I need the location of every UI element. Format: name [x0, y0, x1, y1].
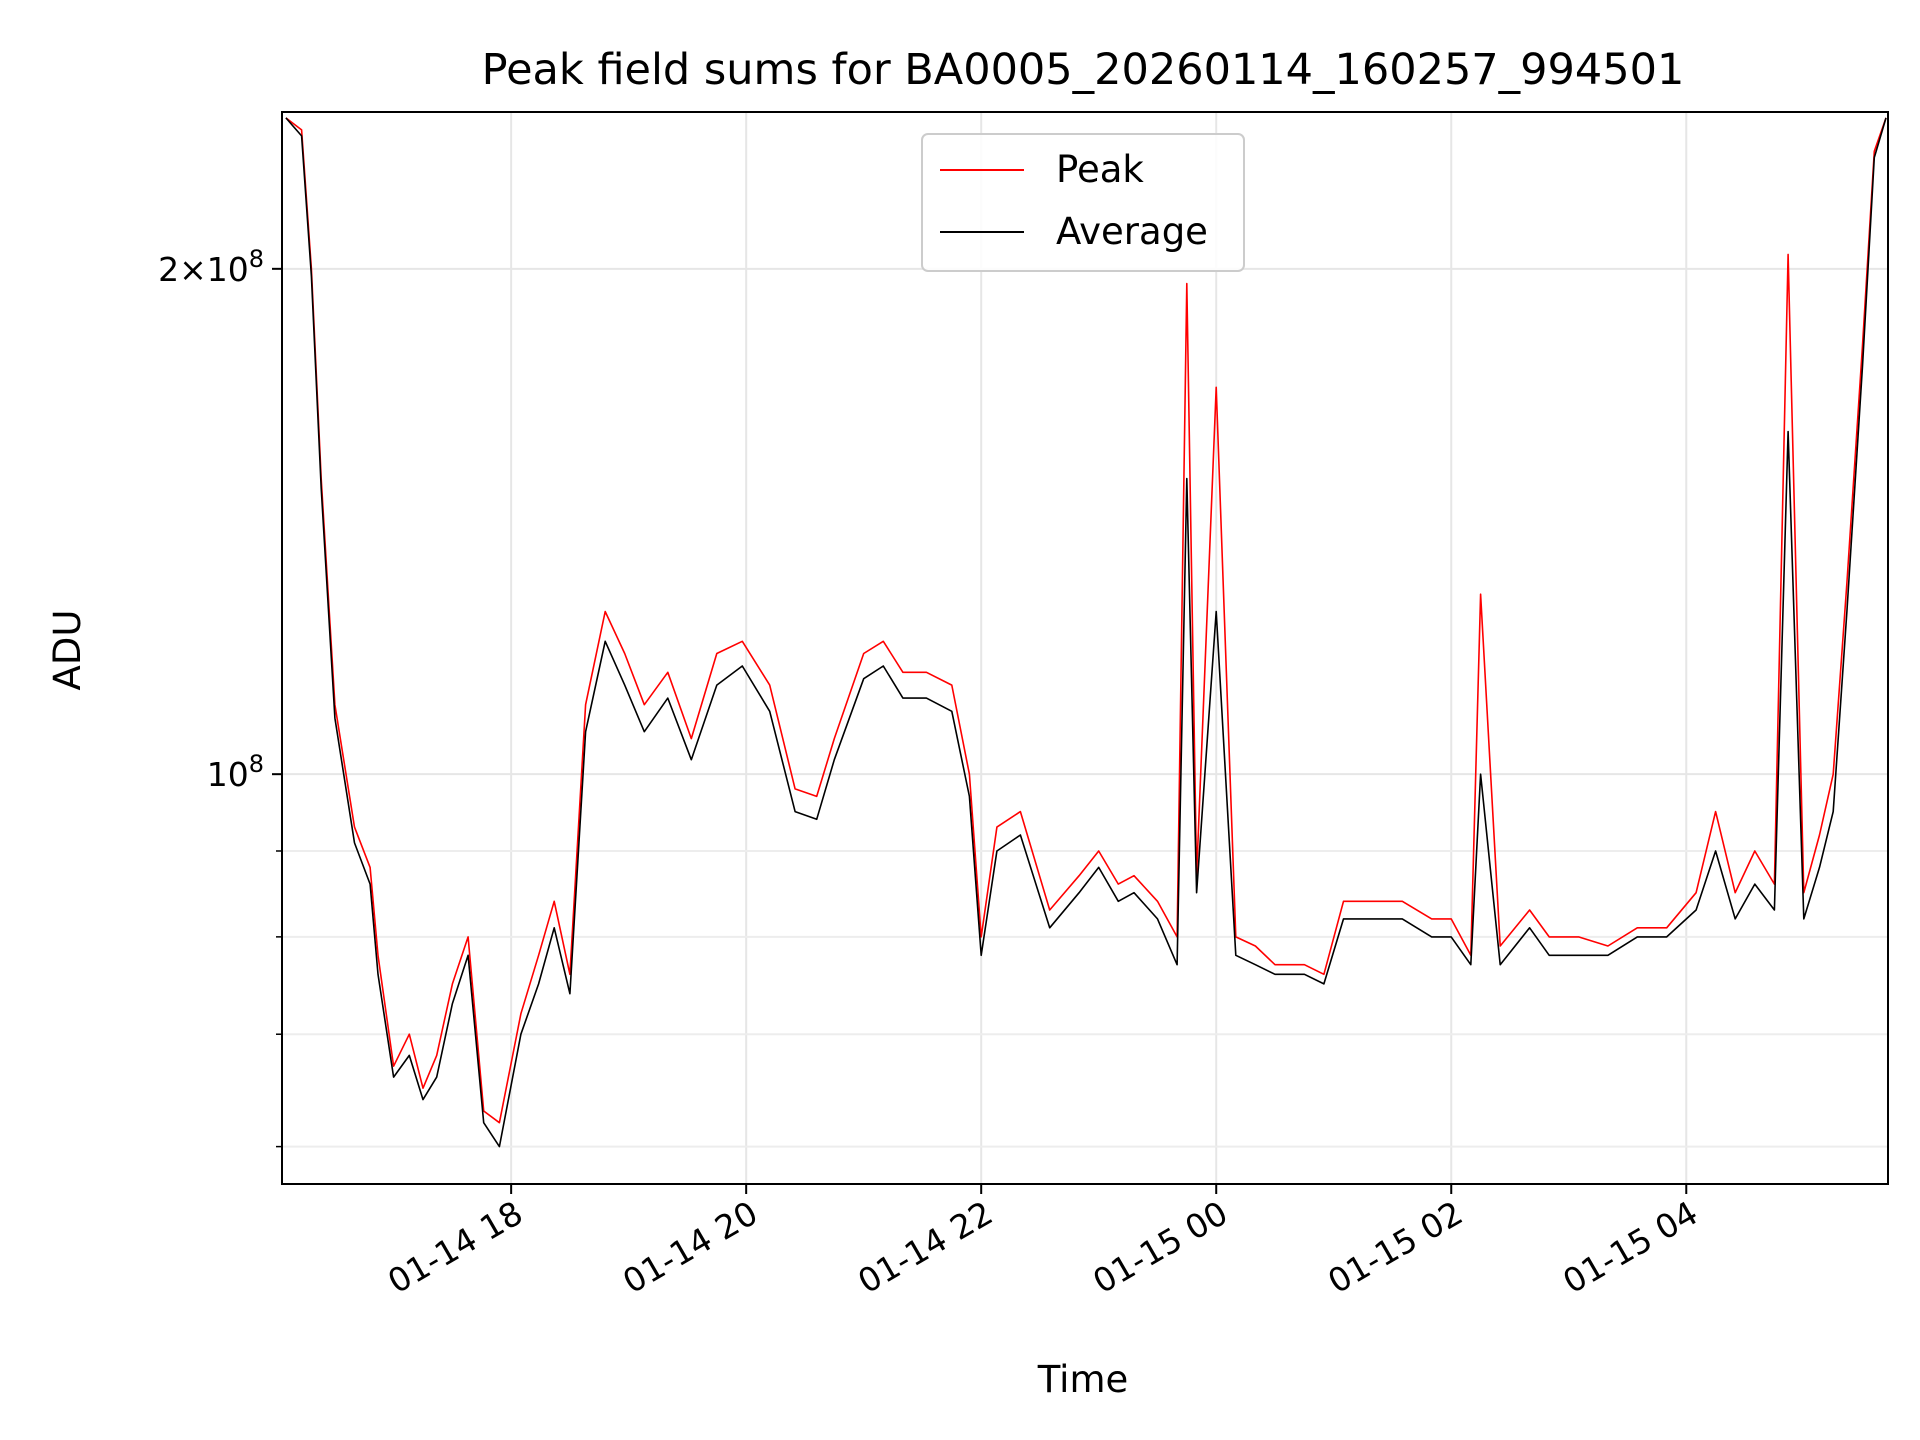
y-tick-label: 108 — [207, 750, 264, 794]
plot-frame — [281, 111, 1889, 1185]
series-layer — [285, 117, 1887, 1148]
series-line-average — [285, 117, 1887, 1148]
y-tick-label: 2×108 — [158, 245, 264, 289]
chart-title: Peak field sums for BA0005_20260114_1602… — [482, 45, 1685, 95]
y-axis-label: ADU — [46, 610, 89, 691]
legend: Peak Average — [921, 133, 1245, 272]
series-line-peak — [285, 117, 1887, 1124]
legend-label-average: Average — [1056, 210, 1208, 253]
x-axis-label: Time — [1037, 1358, 1129, 1401]
legend-frame — [921, 133, 1245, 272]
legend-label-peak: Peak — [1056, 148, 1144, 191]
